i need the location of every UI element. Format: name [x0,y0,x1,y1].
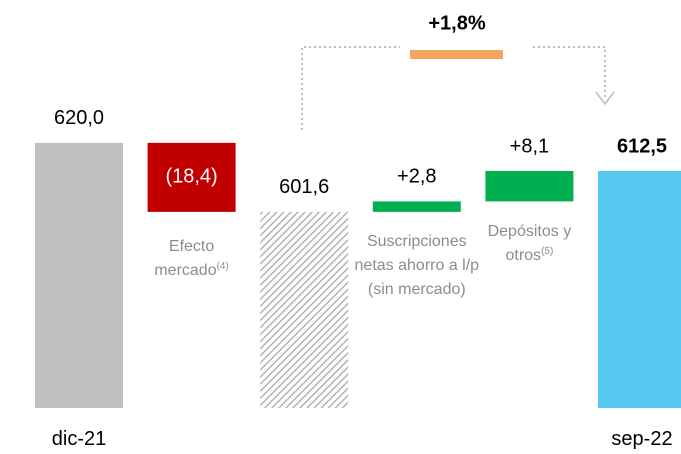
arrow-line [301,46,400,130]
footnote-ref: (5) [541,246,554,257]
bar [372,201,461,212]
arrow-line [533,46,606,100]
footnote-ref: (4) [216,261,229,272]
category-label: Efecto mercado(4) [137,235,247,283]
arrow-head [595,91,615,106]
annotation: +1,8% [428,12,485,34]
value-label: +8,1 [510,135,549,157]
x-tick-label: sep-22 [611,428,673,450]
x-tick-label: dic-21 [51,428,107,450]
value-label: +2,8 [397,166,436,188]
bar [35,142,123,408]
bar [598,171,681,408]
value-label: (18,4) [165,166,217,188]
category-label: Depósitos y otros(5) [474,220,584,268]
bar [147,142,236,212]
category-label: Suscripciones netas ahorro a l/p (sin me… [347,230,487,302]
category-text: Suscripciones netas ahorro a l/p (sin me… [354,233,480,298]
category-text: Efecto mercado [154,238,217,279]
bar [485,171,574,202]
bar [260,211,349,408]
value-label: 620,0 [54,107,104,129]
annotation-bar [410,50,503,59]
value-label: 601,6 [279,176,329,198]
category-text: Depósitos y otros [487,223,572,264]
value-label: 612,5 [617,135,667,157]
